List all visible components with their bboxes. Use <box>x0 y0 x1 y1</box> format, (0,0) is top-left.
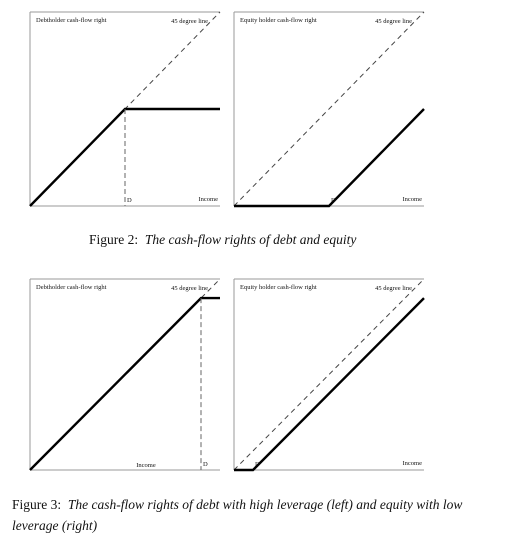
figure3-panel-1-payoff-line <box>29 296 220 471</box>
figure3-panel-2-reference-line <box>233 278 425 471</box>
figure-2-caption-text: The cash-flow rights of debt and equity <box>144 232 357 247</box>
figure3-panel-1-d-label: D <box>203 461 208 468</box>
figure3-panel-2-payoff-line <box>234 297 425 472</box>
figure2-panel-2-x-label: Income <box>403 196 423 203</box>
figure2-panel-1: Debtholder cash-flow right 45 degree line… <box>29 11 221 207</box>
figure3-panel-1-title: Debtholder cash-flow right <box>36 284 107 291</box>
figure2-panel-2-reference-label: 45 degree line <box>375 18 412 25</box>
figure3-panel-2-reference-label: 45 degree line <box>375 285 412 292</box>
figure3-panel-2-x-label: Income <box>403 460 423 467</box>
figure-3-caption-text: The cash-flow rights of debt with high l… <box>12 497 463 533</box>
figure3-panel-2-d-label: D <box>255 461 260 468</box>
figure2-panel-2-payoff-line <box>234 108 425 208</box>
figure3-panel-1-reference-label: 45 degree line <box>171 285 208 292</box>
figure2-panel-1-x-label: Income <box>199 196 219 203</box>
figure3-panel-1-x-label: Income <box>136 462 156 469</box>
figure-3-caption: Figure 3: The cash-flow rights of debt w… <box>12 494 482 536</box>
figure-3-caption-label: Figure 3: <box>12 497 62 512</box>
figure2-panel-2: Equity holder cash-flow right 45 degree l… <box>233 11 425 208</box>
figure2-panel-1-title: Debtholder cash-flow right <box>36 17 107 24</box>
figure2-panel-1-reference-label: 45 degree line <box>171 18 208 25</box>
figure3-panel-2-title: Equity holder cash-flow right <box>240 284 317 291</box>
figure2-panel-1-d-label: D <box>127 197 132 204</box>
figure-2-caption-label: Figure 2: <box>89 232 139 247</box>
figure-2-caption: Figure 2: The cash-flow rights of debt a… <box>89 229 356 250</box>
figure2-panel-2-reference-line <box>233 11 425 207</box>
figure3-panel-1: Debtholder cash-flow right 45 degree line… <box>29 278 221 471</box>
figure2-panel-2-title: Equity holder cash-flow right <box>240 17 317 24</box>
figure3-panel-2: Equity holder cash-flow right 45 degree l… <box>233 278 425 472</box>
figure2-panel-2-d-label: D <box>331 197 336 204</box>
